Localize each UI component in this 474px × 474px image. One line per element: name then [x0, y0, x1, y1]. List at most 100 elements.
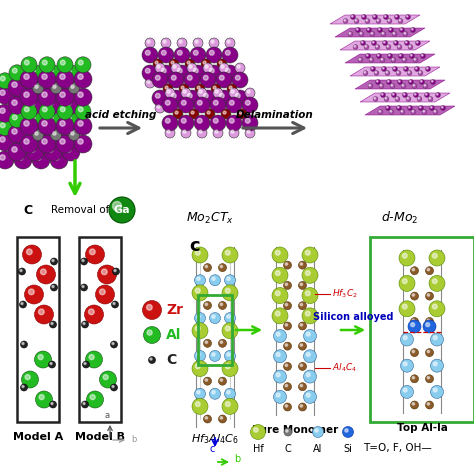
Circle shape — [225, 68, 230, 73]
Circle shape — [49, 401, 56, 408]
Circle shape — [375, 45, 380, 49]
Circle shape — [51, 402, 53, 405]
Circle shape — [237, 65, 240, 68]
Circle shape — [401, 359, 413, 372]
Circle shape — [35, 132, 38, 135]
Circle shape — [22, 245, 42, 264]
Circle shape — [427, 68, 428, 69]
Circle shape — [114, 270, 116, 272]
Circle shape — [412, 350, 415, 353]
Circle shape — [426, 348, 434, 356]
Circle shape — [210, 50, 214, 55]
Circle shape — [20, 91, 31, 102]
Circle shape — [11, 101, 14, 104]
Circle shape — [21, 57, 37, 73]
Circle shape — [225, 326, 230, 331]
Circle shape — [45, 111, 61, 128]
Circle shape — [199, 130, 202, 133]
Circle shape — [193, 50, 198, 55]
Circle shape — [380, 57, 385, 63]
Circle shape — [161, 38, 171, 48]
Circle shape — [372, 40, 376, 46]
Circle shape — [427, 350, 429, 353]
Circle shape — [12, 115, 17, 120]
Circle shape — [225, 288, 230, 293]
Circle shape — [20, 341, 27, 348]
Circle shape — [51, 82, 62, 94]
Circle shape — [225, 250, 230, 255]
Circle shape — [409, 107, 410, 108]
Circle shape — [54, 108, 59, 113]
Circle shape — [48, 361, 55, 368]
Circle shape — [30, 129, 35, 134]
Circle shape — [245, 128, 255, 138]
Circle shape — [209, 78, 219, 88]
Circle shape — [158, 65, 174, 81]
Circle shape — [363, 16, 364, 17]
Circle shape — [392, 93, 394, 95]
Circle shape — [172, 75, 176, 80]
Circle shape — [429, 301, 445, 317]
Text: c: c — [190, 237, 201, 255]
Circle shape — [179, 84, 189, 94]
Circle shape — [21, 302, 23, 305]
Circle shape — [112, 385, 114, 388]
Circle shape — [185, 59, 195, 69]
Circle shape — [410, 292, 419, 300]
Circle shape — [157, 65, 160, 68]
Circle shape — [285, 364, 288, 366]
Circle shape — [203, 339, 211, 347]
Circle shape — [302, 267, 318, 283]
Circle shape — [300, 344, 302, 346]
Circle shape — [14, 104, 32, 122]
Circle shape — [402, 57, 407, 63]
Circle shape — [415, 93, 416, 95]
Circle shape — [27, 249, 32, 255]
Circle shape — [194, 312, 206, 324]
Circle shape — [66, 68, 71, 73]
Circle shape — [399, 19, 401, 21]
Circle shape — [225, 402, 230, 407]
Circle shape — [410, 267, 419, 275]
Circle shape — [299, 261, 307, 269]
Circle shape — [181, 88, 191, 98]
Circle shape — [9, 146, 19, 156]
Bar — [79, 237, 121, 422]
Circle shape — [89, 355, 94, 360]
Circle shape — [0, 108, 5, 113]
Circle shape — [8, 96, 26, 114]
Circle shape — [426, 267, 434, 275]
Circle shape — [20, 117, 38, 135]
Circle shape — [24, 107, 29, 112]
Circle shape — [168, 72, 184, 88]
Circle shape — [403, 336, 407, 340]
Circle shape — [47, 148, 50, 151]
Circle shape — [221, 109, 231, 119]
Circle shape — [226, 97, 242, 113]
Circle shape — [385, 98, 387, 99]
Circle shape — [408, 106, 412, 110]
Circle shape — [100, 371, 117, 388]
Circle shape — [181, 86, 184, 89]
Circle shape — [350, 15, 356, 19]
Circle shape — [203, 75, 208, 80]
Circle shape — [203, 377, 211, 385]
Circle shape — [195, 364, 200, 369]
Circle shape — [272, 247, 288, 263]
Text: $Hf_3C_2$: $Hf_3C_2$ — [332, 288, 358, 301]
Circle shape — [222, 247, 238, 263]
Circle shape — [86, 391, 103, 408]
Circle shape — [406, 42, 407, 43]
Circle shape — [383, 15, 389, 19]
Circle shape — [199, 90, 202, 93]
Circle shape — [177, 78, 187, 88]
Circle shape — [42, 107, 47, 112]
Circle shape — [305, 271, 310, 275]
Circle shape — [30, 115, 35, 120]
Circle shape — [0, 123, 5, 128]
Circle shape — [374, 98, 375, 99]
Circle shape — [220, 417, 223, 419]
Circle shape — [187, 75, 192, 80]
Circle shape — [109, 197, 135, 223]
Circle shape — [299, 403, 307, 411]
